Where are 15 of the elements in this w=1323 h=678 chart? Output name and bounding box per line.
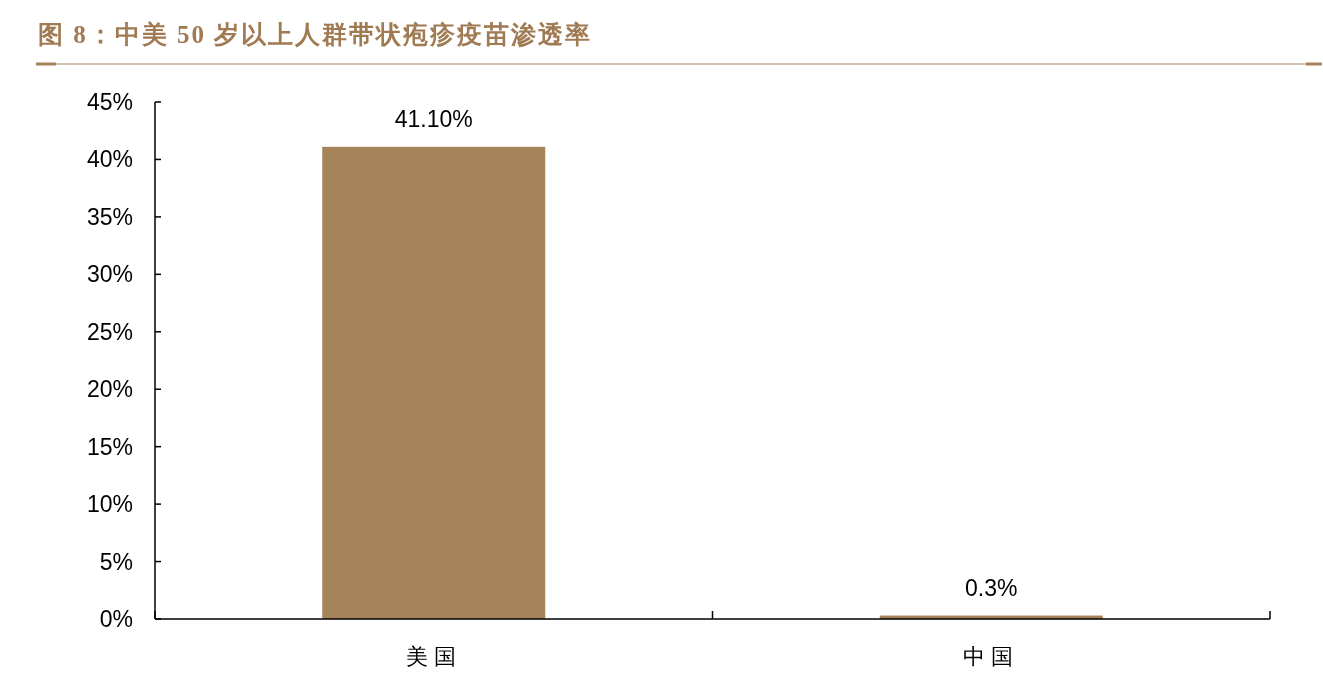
y-tick-label: 15% <box>86 433 133 460</box>
y-tick-label: 5% <box>99 548 133 575</box>
y-tick-label: 45% <box>86 89 133 115</box>
y-tick-label: 40% <box>86 146 133 173</box>
y-tick-label: 30% <box>86 261 133 288</box>
y-tick-label: 35% <box>86 203 133 230</box>
x-tick-label: 美国 <box>405 644 462 669</box>
y-tick-label: 0% <box>99 606 133 632</box>
y-tick-label: 10% <box>86 491 133 518</box>
data-label: 0.3% <box>965 574 1018 601</box>
x-tick-label: 中国 <box>963 644 1020 669</box>
y-tick-label: 25% <box>86 318 133 345</box>
y-tick-label: 20% <box>86 376 133 403</box>
chart-title: 图 8：中美 50 岁以上人群带状疱疹疫苗渗透率 <box>38 21 593 48</box>
data-label: 41.10% <box>394 105 473 132</box>
